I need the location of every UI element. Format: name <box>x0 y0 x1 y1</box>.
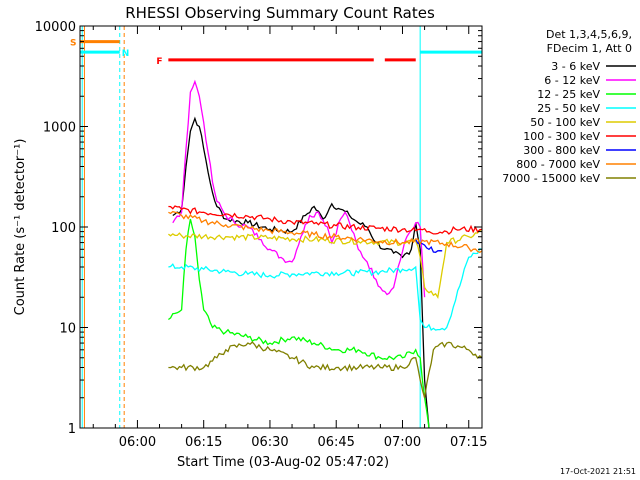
plot-contents <box>80 26 482 428</box>
series-line-4 <box>168 248 482 332</box>
y-tick-label: 10000 <box>35 20 76 35</box>
x-tick-label: 07:15 <box>450 435 487 450</box>
legend-entry-label: 50 - 100 keV <box>530 116 600 129</box>
y-axis-label: Count Rate (s⁻¹ detector⁻¹) <box>13 139 28 316</box>
x-tick-label: 06:30 <box>251 435 288 450</box>
timestamp-footer: 17-Oct-2021 21:51 <box>560 467 636 476</box>
legend-header-line: FDecim 1, Att 0 <box>547 42 632 55</box>
series-line-9 <box>168 341 482 398</box>
series-line-3 <box>168 218 430 428</box>
x-tick-label: 06:45 <box>317 435 354 450</box>
x-axis-label: Start Time (03-Aug-02 05:47:02) <box>177 455 389 470</box>
flag-label-n: N <box>122 49 130 59</box>
legend-entry-label: 100 - 300 keV <box>523 130 600 143</box>
x-tick-label: 06:15 <box>185 435 222 450</box>
series-line-6 <box>168 205 482 235</box>
flag-label-s: S <box>70 39 76 49</box>
y-tick-label: 100 <box>51 221 76 236</box>
legend-entry-label: 7000 - 15000 keV <box>502 172 600 185</box>
legend-header-line: Det 1,3,4,5,6,9, <box>546 28 632 41</box>
legend-entry-label: 800 - 7000 keV <box>516 158 600 171</box>
series-line-5 <box>168 229 482 299</box>
series-line-2 <box>172 79 426 298</box>
chart-title: RHESSI Observing Summary Count Rates <box>125 4 435 22</box>
x-tick-label: 07:00 <box>384 435 421 450</box>
plot-area: S N F <box>70 26 482 428</box>
series-line-8 <box>168 210 482 254</box>
legend-entry-label: 300 - 800 keV <box>523 144 600 157</box>
legend: Det 1,3,4,5,6,9,FDecim 1, Att 0 3 - 6 keV… <box>502 28 636 185</box>
legend-entry-label: 25 - 50 keV <box>537 102 600 115</box>
axes: 1 10 100 1000 10000 06:00 06:15 06:30 06:45 07:00… <box>35 20 488 450</box>
y-tick-label: 1000 <box>43 121 76 136</box>
series-line-1 <box>172 116 430 428</box>
legend-entry-label: 3 - 6 keV <box>551 60 600 73</box>
flag-label-f: F <box>156 57 162 67</box>
legend-entry-label: 6 - 12 keV <box>544 74 600 87</box>
legend-entry-label: 12 - 25 keV <box>537 88 600 101</box>
y-tick-label: 10 <box>59 322 76 337</box>
x-tick-label: 06:00 <box>119 435 156 450</box>
y-tick-label: 1 <box>68 422 76 437</box>
